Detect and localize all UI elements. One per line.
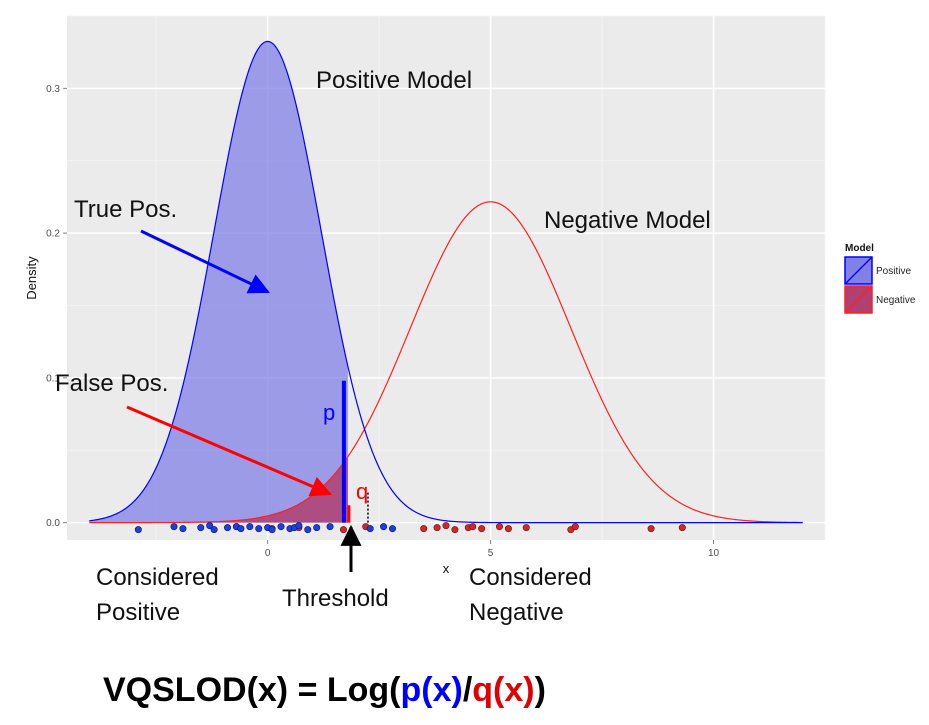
- negative-point: [571, 523, 579, 531]
- negative-point: [504, 525, 512, 533]
- vqslod-formula: VQSLOD(x) = Log(p(x)/q(x)): [103, 671, 546, 709]
- positive-point: [388, 525, 396, 533]
- negative-point: [647, 525, 655, 533]
- negative-point: [339, 526, 347, 534]
- legend-label-negative: Negative: [876, 295, 916, 306]
- y-tick-label: 0.0: [46, 518, 60, 529]
- positive-point: [170, 523, 178, 531]
- axis-ticks: 0 5 10 0.0 0.1 0.2 0.3: [46, 84, 719, 559]
- negative-point: [496, 523, 504, 531]
- formula-slash: /: [463, 671, 473, 709]
- x-tick-label: 5: [488, 548, 494, 559]
- negative-point: [678, 524, 686, 532]
- positive-point: [295, 522, 303, 530]
- positive-point: [246, 523, 254, 531]
- positive-point: [237, 525, 245, 533]
- false-pos-arrow: [126, 405, 332, 497]
- positive-point: [313, 524, 321, 532]
- negative-point: [469, 523, 477, 531]
- positive-point: [255, 525, 263, 533]
- formula-suffix: ): [535, 671, 546, 709]
- data-points: [134, 522, 686, 534]
- positive-point: [134, 526, 142, 534]
- annotation-negative-model: Negative Model: [544, 207, 711, 234]
- positive-point: [197, 524, 205, 532]
- positive-point: [304, 526, 312, 534]
- y-tick-label: 0.2: [46, 229, 60, 240]
- negative-point: [420, 525, 428, 533]
- annotation-considered-positive-2: Positive: [96, 599, 180, 626]
- positive-point: [224, 524, 232, 532]
- negative-point: [442, 522, 450, 530]
- annotation-q: q: [356, 479, 368, 504]
- x-tick-label: 10: [708, 548, 720, 559]
- negative-point: [451, 526, 459, 534]
- negative-point: [522, 524, 530, 532]
- x-tick-label: 0: [265, 548, 271, 559]
- legend-item-negative: Negative: [844, 285, 916, 314]
- negative-point: [478, 525, 486, 533]
- legend-key-negative-line: [844, 285, 873, 314]
- positive-point: [206, 522, 214, 530]
- density-areas: [89, 41, 348, 523]
- legend-item-positive: Positive: [844, 256, 911, 285]
- annotation-positive-model: Positive Model: [316, 67, 472, 94]
- positive-point: [326, 523, 334, 531]
- legend-label-positive: Positive: [876, 266, 911, 277]
- negative-point: [433, 524, 441, 532]
- formula-prefix: VQSLOD(x) = Log(: [103, 671, 401, 709]
- legend-title: Model: [845, 243, 874, 254]
- y-tick-label: 0.1: [46, 373, 60, 384]
- positive-point: [268, 526, 276, 534]
- annotation-considered-negative-1: Considered: [469, 564, 592, 591]
- annotation-threshold: Threshold: [282, 585, 389, 612]
- positive-point: [366, 525, 374, 533]
- annotation-p: p: [323, 400, 335, 425]
- annotation-considered-negative-2: Negative: [469, 599, 564, 626]
- annotation-true-pos: True Pos.: [74, 196, 177, 223]
- positive-point: [277, 523, 285, 531]
- area-negative: [89, 456, 348, 523]
- line-negative: [89, 201, 803, 524]
- positive-point: [179, 525, 187, 533]
- annotation-considered-positive-1: Considered: [96, 564, 219, 591]
- positive-point: [380, 523, 388, 531]
- legend-key-positive-line: [844, 256, 873, 285]
- x-axis-title: x: [443, 561, 450, 576]
- area-positive: [89, 41, 348, 523]
- y-tick-label: 0.3: [46, 84, 60, 95]
- formula-p: p(x): [401, 671, 463, 709]
- positive-point: [210, 526, 218, 534]
- true-pos-arrow: [140, 229, 270, 294]
- threshold-markers: [341, 380, 369, 523]
- annotation-false-pos: False Pos.: [55, 370, 168, 397]
- legend: Model Positive Negative: [844, 243, 916, 314]
- formula-q: q(x): [472, 671, 534, 709]
- y-axis-title: Density: [24, 256, 39, 300]
